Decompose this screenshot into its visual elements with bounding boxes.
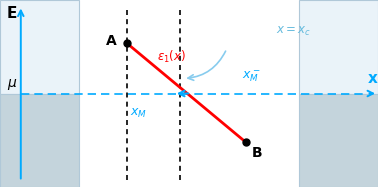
FancyArrowPatch shape bbox=[188, 51, 226, 80]
Text: A: A bbox=[107, 34, 117, 48]
Text: $\mu$: $\mu$ bbox=[6, 77, 17, 92]
Text: $x_M$: $x_M$ bbox=[130, 107, 147, 120]
Text: x: x bbox=[368, 71, 378, 86]
Text: B: B bbox=[251, 146, 262, 160]
Bar bbox=[0, 94, 79, 187]
Bar bbox=[0, 0, 79, 94]
Text: $x=x_c$: $x=x_c$ bbox=[276, 25, 311, 38]
Text: $x_M^-$: $x_M^-$ bbox=[242, 68, 260, 84]
Text: E: E bbox=[7, 6, 17, 21]
Text: $\varepsilon_1(x)$: $\varepsilon_1(x)$ bbox=[157, 48, 186, 65]
Bar bbox=[299, 94, 378, 187]
Bar bbox=[299, 0, 378, 94]
